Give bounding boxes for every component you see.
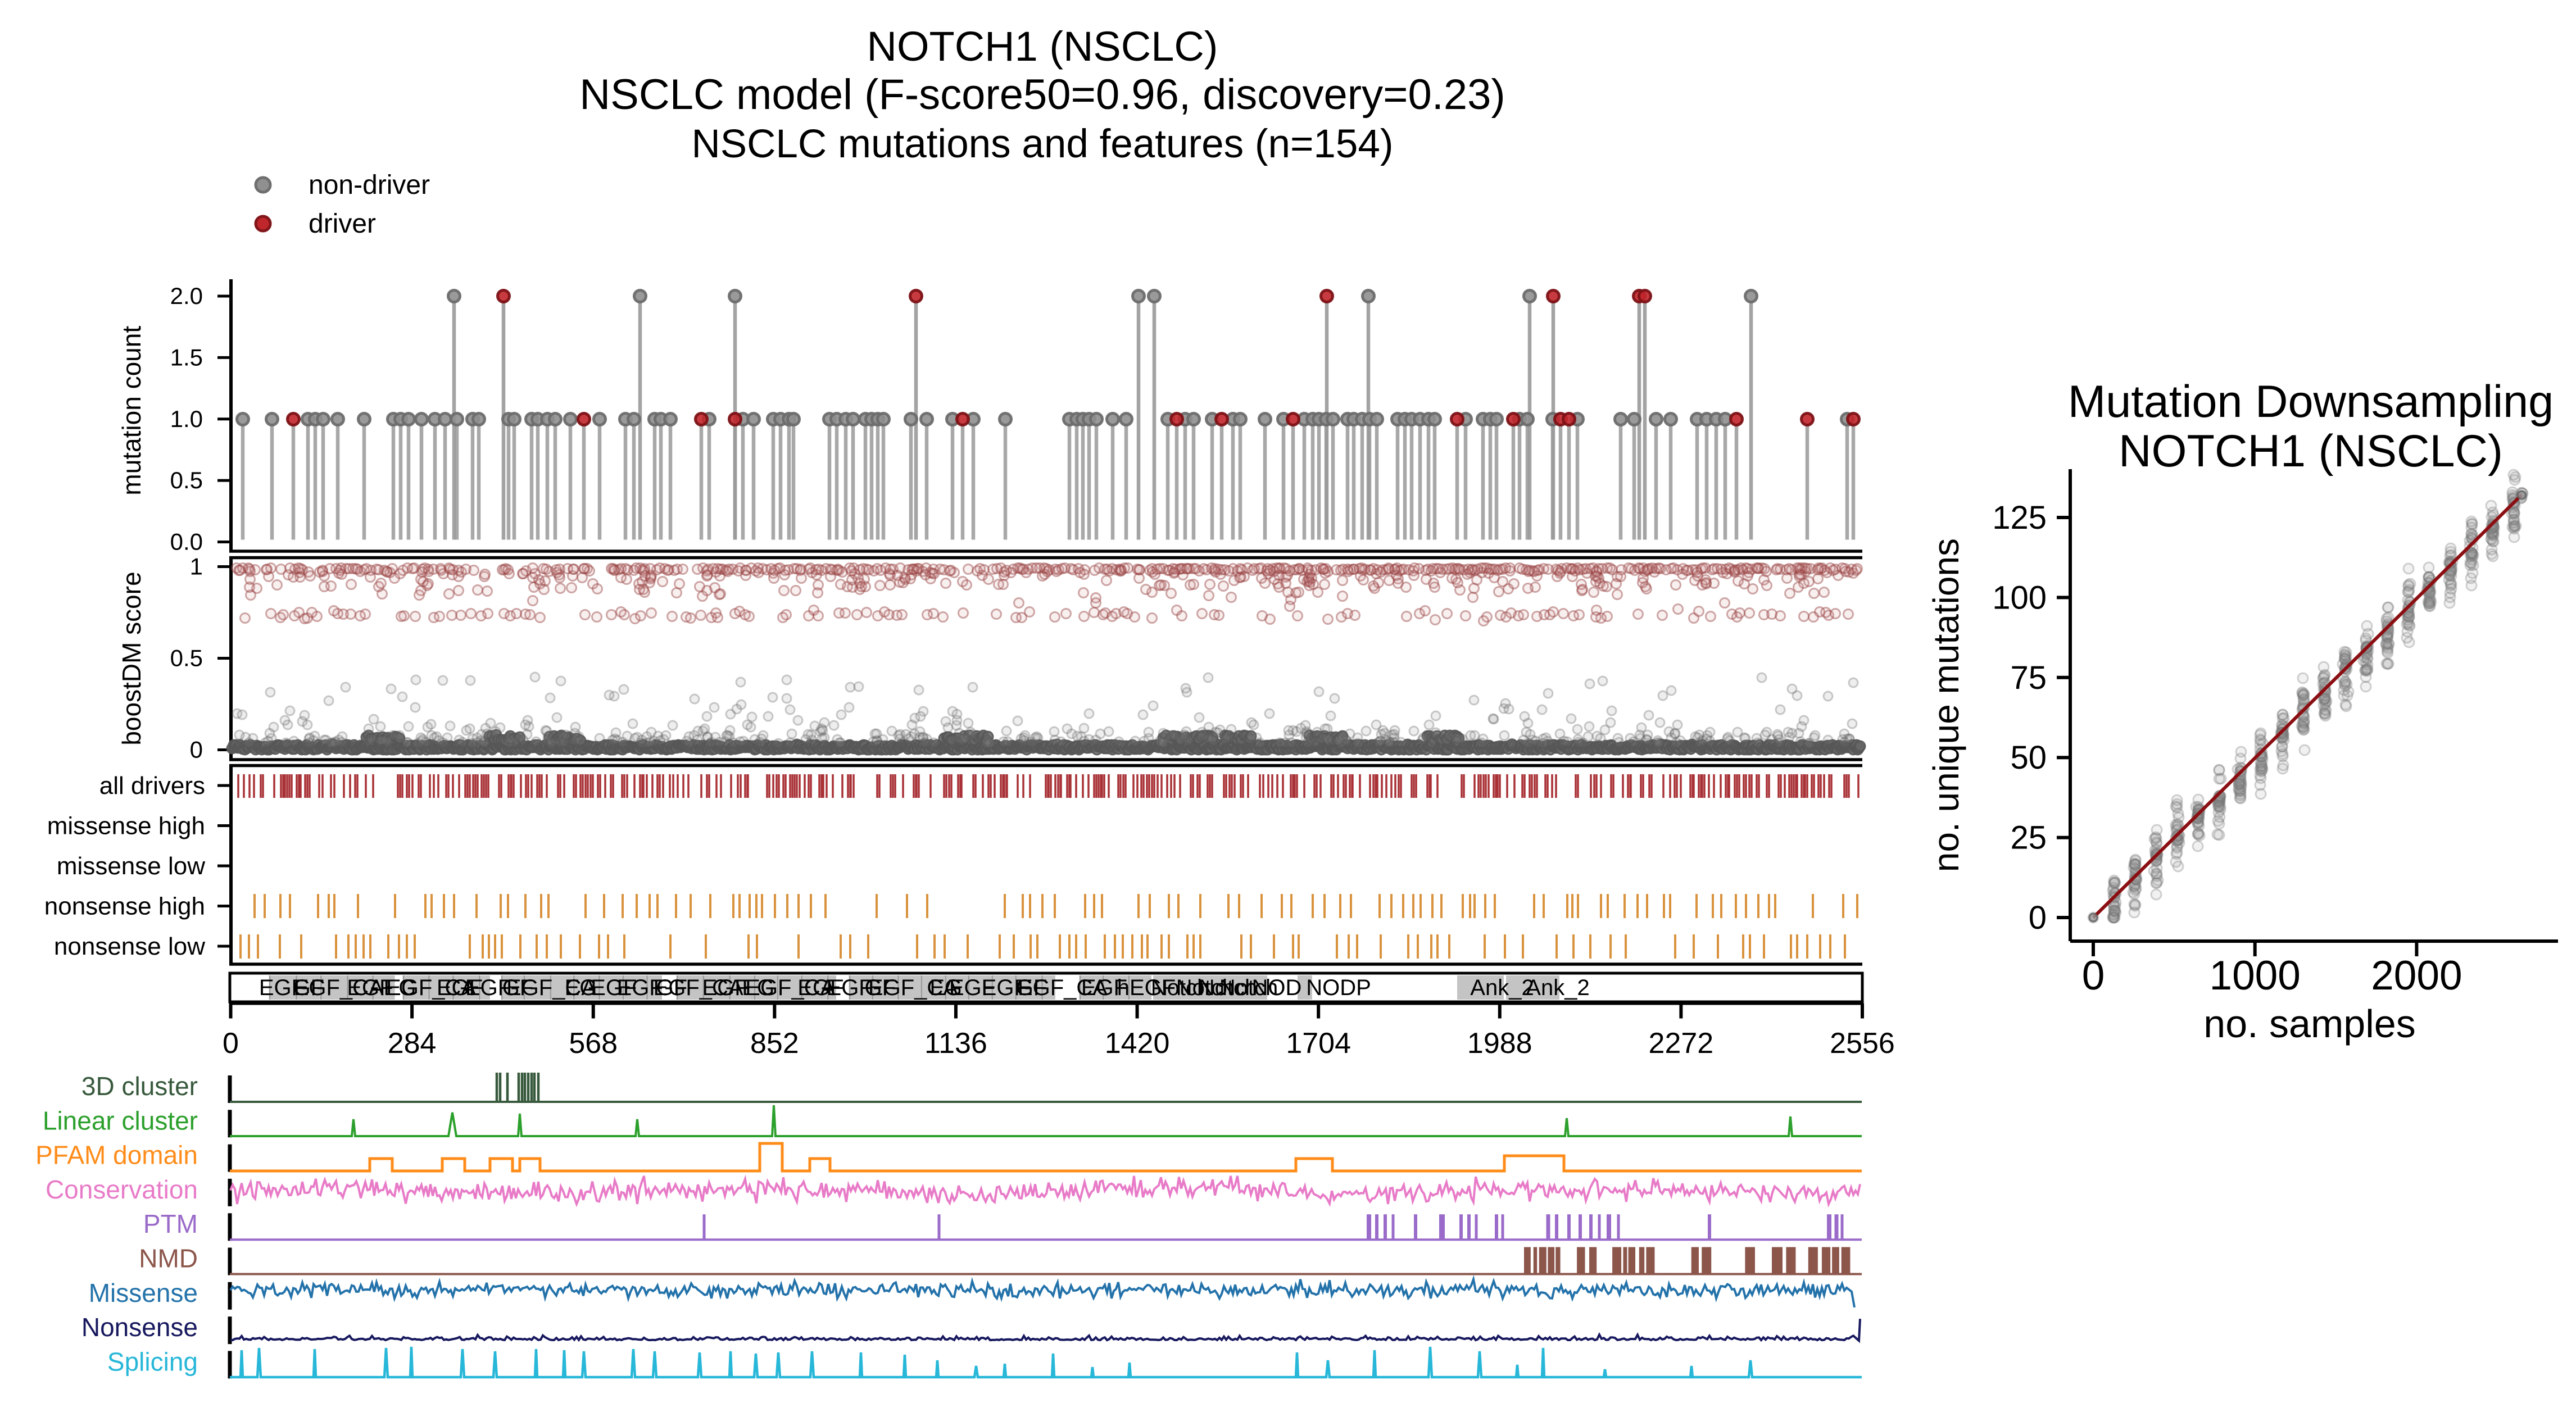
svg-text:nonsense low: nonsense low xyxy=(54,933,205,960)
svg-text:0.5: 0.5 xyxy=(170,645,203,671)
svg-text:1000: 1000 xyxy=(2209,953,2300,998)
svg-text:0: 0 xyxy=(190,737,203,763)
svg-text:driver: driver xyxy=(309,209,376,239)
svg-text:Ank_2: Ank_2 xyxy=(1470,975,1534,1000)
svg-text:Ank_2: Ank_2 xyxy=(1526,975,1589,1000)
svg-text:25: 25 xyxy=(2010,820,2047,856)
svg-text:50: 50 xyxy=(2010,739,2047,776)
svg-text:non-driver: non-driver xyxy=(309,170,430,200)
svg-text:Splicing: Splicing xyxy=(107,1347,198,1376)
svg-text:missense low: missense low xyxy=(57,852,205,880)
svg-text:852: 852 xyxy=(750,1027,799,1060)
svg-text:1.0: 1.0 xyxy=(170,406,203,432)
svg-text:1988: 1988 xyxy=(1467,1027,1532,1060)
svg-text:0.0: 0.0 xyxy=(170,529,203,555)
svg-text:PFAM domain: PFAM domain xyxy=(35,1141,198,1170)
svg-text:Nonsense: Nonsense xyxy=(81,1313,198,1342)
svg-text:EGF: EGF xyxy=(702,975,748,1000)
svg-text:75: 75 xyxy=(2010,660,2047,696)
svg-text:1420: 1420 xyxy=(1105,1027,1170,1060)
svg-text:0: 0 xyxy=(2029,900,2047,936)
svg-text:284: 284 xyxy=(388,1027,437,1060)
svg-text:100: 100 xyxy=(1992,579,2047,616)
svg-text:PTM: PTM xyxy=(143,1209,198,1238)
svg-text:2.0: 2.0 xyxy=(170,283,203,309)
svg-text:0: 0 xyxy=(223,1027,239,1060)
svg-text:nonsense high: nonsense high xyxy=(44,893,205,920)
svg-text:2556: 2556 xyxy=(1830,1027,1895,1060)
svg-text:Linear cluster: Linear cluster xyxy=(43,1106,198,1135)
svg-text:2000: 2000 xyxy=(2371,953,2462,998)
svg-text:all drivers: all drivers xyxy=(99,772,205,800)
svg-text:0: 0 xyxy=(2082,953,2105,998)
svg-text:NOD: NOD xyxy=(1252,975,1302,1000)
svg-text:no. samples: no. samples xyxy=(2203,1002,2415,1046)
svg-text:no. unique mutations: no. unique mutations xyxy=(1926,538,1966,872)
svg-text:boostDM score: boostDM score xyxy=(117,571,146,745)
svg-text:NOTCH1 (NSCLC): NOTCH1 (NSCLC) xyxy=(2119,426,2503,476)
svg-text:Missense: Missense xyxy=(89,1278,198,1307)
svg-text:1.5: 1.5 xyxy=(170,344,203,370)
svg-text:0.5: 0.5 xyxy=(170,467,203,493)
svg-text:missense high: missense high xyxy=(47,812,205,840)
svg-text:mutation count: mutation count xyxy=(117,326,146,496)
svg-text:1704: 1704 xyxy=(1286,1027,1351,1060)
svg-text:1136: 1136 xyxy=(924,1027,987,1060)
svg-text:1: 1 xyxy=(190,553,203,580)
svg-text:Conservation: Conservation xyxy=(46,1175,198,1204)
svg-text:NSCLC model (F-score50=0.96, d: NSCLC model (F-score50=0.96, discovery=0… xyxy=(579,71,1505,119)
svg-text:NODP: NODP xyxy=(1306,975,1371,1000)
svg-text:125: 125 xyxy=(1992,500,2047,536)
svg-text:568: 568 xyxy=(569,1027,618,1060)
svg-text:2272: 2272 xyxy=(1649,1027,1714,1060)
svg-text:Mutation Downsampling: Mutation Downsampling xyxy=(2068,376,2554,427)
svg-text:3D cluster: 3D cluster xyxy=(81,1072,198,1101)
svg-text:NSCLC mutations and features (: NSCLC mutations and features (n=154) xyxy=(691,122,1393,166)
svg-text:NMD: NMD xyxy=(139,1244,198,1273)
svg-text:NOTCH1 (NSCLC): NOTCH1 (NSCLC) xyxy=(867,23,1218,70)
